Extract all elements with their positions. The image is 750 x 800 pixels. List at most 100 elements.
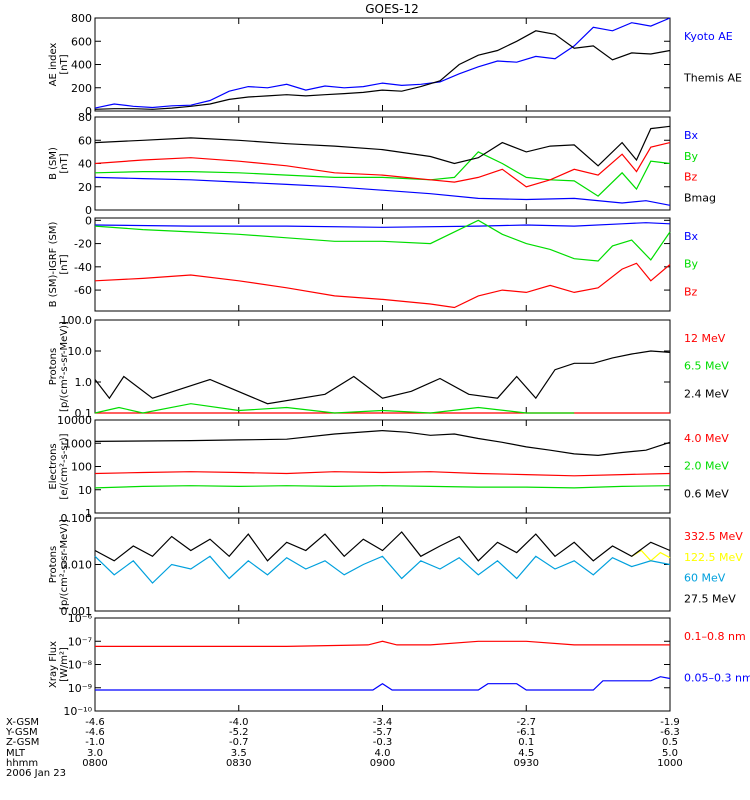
y-axis-label-line: AE index [48,43,59,87]
y-tick-label: 20 [78,181,92,194]
panel-4: 0.11.010.0100.0Protons[p/(cm²-s-sr-MeV)]… [48,314,729,420]
y-axis-label: B (SM)[nT] [48,147,70,180]
legend-entry: 60 MeV [684,572,726,585]
legend-entry: 332.5 MeV [684,530,743,543]
legend-entry: 27.5 MeV [684,592,736,605]
y-tick-label: 10.0 [68,345,93,358]
y-tick-label: 0 [85,204,92,217]
axis-table-cell: 5.0 [662,748,678,759]
axis-table-cell: -1.0 [85,737,105,748]
legend-entry: Themis AE [683,72,742,85]
y-tick-label: 1000 [64,437,92,450]
axis-table-cell: 1000 [657,758,682,769]
y-axis-label-line: [p/(cm²-s-sr-MeV)] [59,321,70,412]
y-axis-label-line: Electrons [48,443,59,489]
y-tick-label: 10⁻⁷ [68,635,92,648]
legend-entry: 2.0 MeV [684,460,729,473]
axis-table-cell: -6.1 [516,727,536,738]
legend-entry: By [684,258,699,271]
legend-entry: 12 MeV [684,332,726,345]
series-line-0-6-mev [94,429,671,457]
axis-table-row-label: Z-GSM [6,737,39,748]
series-line-bmag [94,125,671,167]
series-line-bz [94,142,671,188]
legend-entry: By [684,150,699,163]
axis-table-row-label: hhmm [6,758,38,769]
axis-table-cell: -4.0 [229,717,249,728]
y-axis-label-line: [nT] [59,153,70,173]
legend-entry: 4.0 MeV [684,432,729,445]
axis-table-cell: 0800 [82,758,107,769]
axis-table-cell: 0900 [370,758,395,769]
y-tick-label: 200 [71,82,92,95]
legend-entry: Bmag [684,191,716,204]
series-line-bx [94,222,671,228]
axis-table-cell: -3.4 [373,717,393,728]
axis-table-cell: -5.7 [373,727,393,738]
axis-table-row-label: MLT [6,748,26,759]
panel-6: 0.0010.0100.100Protons[p/(cm²-s-sr-MeV)]… [48,512,743,618]
series-line-by [94,151,671,197]
panel-5: 1 10 100 1000 10000 Electrons[e/(cm²-s-sr)] 4.… [48,414,729,520]
y-axis-label: Protons[p/(cm²-s-sr-MeV)] [48,519,70,610]
y-tick-label: -20 [74,238,92,251]
y-tick-label: 0.1 [75,407,93,420]
y-tick-label: 0.001 [61,605,93,618]
legend-entry: 2.4 MeV [684,387,729,400]
y-axis-label-line: [W/m²] [59,647,70,682]
y-tick-label: 60 [78,134,92,147]
y-tick-label: 10000 [57,414,92,427]
panel-frame [94,17,671,112]
axis-table-cell: -4.6 [85,727,105,738]
axis-table-cell: -6.3 [660,727,680,738]
y-axis-label: Protons[p/(cm²-s-sr-MeV)] [48,321,70,412]
series-line-60-mev [94,555,671,584]
panel-3: 0 -20 -40 -60 B (SM)-IGRF (SM)[nT] Bx By Bz [48,214,699,312]
panel-frame [94,319,671,414]
legend-entry: Bx [684,230,699,243]
y-axis-label: B (SM)-IGRF (SM)[nT] [48,222,70,308]
axis-table-cell: 4.5 [518,748,534,759]
panel-2: 0 20 40 60 80 B (SM)[nT] Bx By Bz Bmag [48,111,716,217]
y-tick-label: 0.010 [61,559,93,572]
panel-frame [94,617,671,712]
series-line-27-5-mev [94,531,671,562]
series-line-bz [94,262,671,309]
axis-table-row-label: Y-GSM [5,727,38,738]
date-label: 2006 Jan 23 [6,768,66,779]
legend-entry: 0.6 MeV [684,487,729,500]
y-axis-label: AE index[nT] [48,43,70,87]
legend-entry: Bx [684,129,699,142]
y-axis-label-line: [nT] [59,254,70,274]
y-tick-label: 1.0 [75,376,93,389]
y-axis-label-line: [nT] [59,54,70,74]
y-axis-label-line: B (SM)-IGRF (SM) [48,222,59,308]
axis-table: X-GSM -4.6 -4.0 -3.4 -2.7 -1.9 Y-GSM -4.6 -5.2 -5… [5,717,683,779]
legend-entry: 6.5 MeV [684,360,729,373]
y-axis-label-line: Protons [48,546,59,583]
panel-frame [94,116,671,211]
series-line-kyoto-ae [94,17,671,109]
y-axis-label: Xray Flux[W/m²] [48,641,70,688]
y-tick-label: 0.100 [61,512,93,525]
y-axis-label-line: [p/(cm²-s-sr-MeV)] [59,519,70,610]
axis-table-cell: 4.0 [375,748,391,759]
panel-1: 0 200 400 600 800 AE index[nT] Kyoto AE Themis … [48,12,742,118]
legend-entry: 0.1–0.8 nm [684,630,746,643]
y-tick-label: 10⁻⁶ [68,612,93,625]
y-axis-label-line: B (SM) [48,147,59,180]
axis-table-cell: 3.5 [231,748,247,759]
axis-table-cell: -1.9 [660,717,680,728]
axis-table-cell: 0.1 [518,737,534,748]
y-tick-label: 600 [71,35,92,48]
axis-table-cell: 0.5 [662,737,678,748]
series-line-bx [94,176,671,206]
y-tick-label: 10⁻⁸ [68,659,93,672]
axis-table-cell: -2.7 [516,717,536,728]
axis-table-cell: -5.2 [229,727,249,738]
legend-entry: 0.05–0.3 nm [684,672,750,685]
y-tick-label: 100 [71,461,92,474]
figure-title: GOES-12 [365,2,419,16]
y-tick-label: 10 [78,484,92,497]
